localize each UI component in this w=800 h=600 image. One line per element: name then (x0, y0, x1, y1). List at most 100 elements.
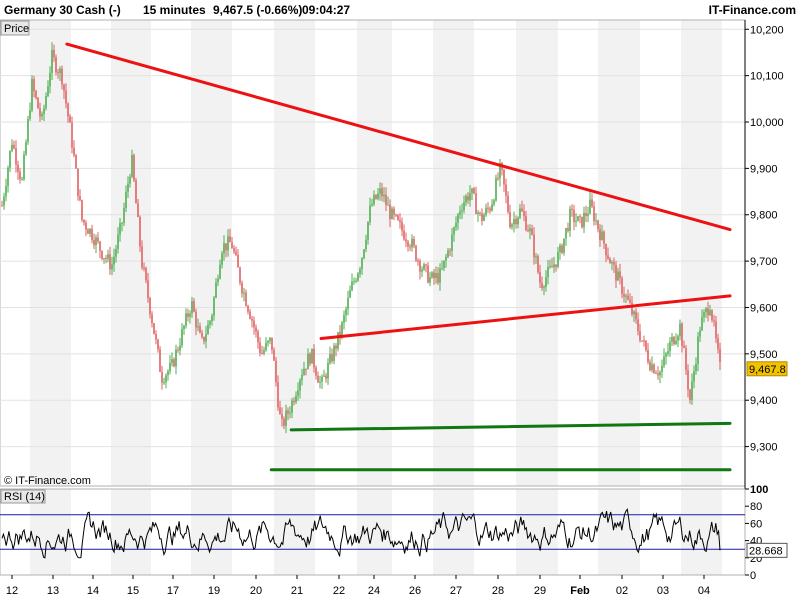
candle-body (191, 301, 193, 314)
candle-body (491, 204, 493, 211)
candle-body (713, 320, 715, 322)
candle-body (401, 221, 403, 231)
candle-body (527, 230, 529, 232)
candle-body (717, 338, 719, 349)
candle-body (99, 241, 101, 251)
candle-body (517, 217, 519, 225)
candle-body (695, 363, 697, 372)
candle-body (15, 148, 17, 165)
candle-body (685, 348, 687, 371)
x-tick-label: 24 (368, 585, 380, 597)
candle-body (13, 144, 15, 149)
candle-body (425, 264, 427, 266)
candle-body (675, 340, 677, 345)
candle-body (55, 57, 57, 73)
candle-body (647, 350, 649, 363)
candle-body (83, 219, 85, 223)
candle-body (447, 250, 449, 257)
candle-body (117, 234, 119, 250)
candle-body (387, 204, 389, 206)
candle-body (689, 389, 691, 400)
candle-body (641, 340, 643, 342)
candle-body (483, 214, 485, 221)
candle-body (51, 49, 53, 73)
candle-body (549, 266, 551, 268)
candle-body (443, 260, 445, 269)
candle-body (215, 282, 217, 298)
candle-body (637, 319, 639, 332)
candle-body (35, 91, 37, 98)
time-label: 09:04:27 (302, 3, 350, 17)
candle-body (451, 234, 453, 251)
candle-body (213, 297, 215, 316)
candle-body (499, 162, 501, 179)
candle-body (345, 309, 347, 316)
candle-body (9, 150, 11, 168)
y-tick-label: 9,400 (750, 395, 778, 407)
candle-body (29, 110, 31, 119)
candle-body (143, 267, 145, 269)
candle-body (121, 222, 123, 224)
candlesticks (1, 42, 721, 434)
candle-body (329, 354, 331, 364)
candle-body (367, 221, 369, 240)
x-tick-label: Feb (570, 585, 590, 597)
x-tick-label: 29 (534, 585, 546, 597)
candle-body (515, 219, 517, 225)
candle-body (359, 269, 361, 274)
candle-body (643, 340, 645, 342)
trendline-resistance (65, 42, 732, 232)
candle-body (171, 359, 173, 364)
candle-body (551, 266, 553, 268)
candle-body (253, 320, 255, 328)
candle-body (467, 196, 469, 201)
candle-body (287, 410, 289, 414)
candle-body (503, 169, 505, 185)
candle-body (565, 228, 567, 239)
rsi-background-stripes (30, 489, 722, 575)
candle-body (21, 179, 23, 181)
candle-body (671, 336, 673, 342)
candle-body (45, 96, 47, 109)
candle-body (523, 211, 525, 217)
candle-body (63, 84, 65, 91)
candle-body (263, 350, 265, 354)
candle-body (165, 375, 167, 383)
candle-body (3, 196, 5, 206)
candle-body (251, 318, 253, 321)
candle-body (239, 267, 241, 283)
y-tick-label: 9,800 (750, 210, 778, 222)
candle-body (707, 308, 709, 316)
candle-body (343, 315, 345, 323)
candle-body (327, 363, 329, 379)
candle-body (603, 231, 605, 245)
candle-body (271, 337, 273, 350)
x-tick-label: 21 (291, 585, 303, 597)
candle-body (217, 278, 219, 283)
candle-body (383, 194, 385, 197)
candle-body (147, 280, 149, 299)
candle-body (309, 353, 311, 364)
candle-body (363, 249, 365, 259)
quote-label: 9,467.5 (-0.66%) (213, 3, 302, 17)
y-tick-label: 9,900 (750, 163, 778, 175)
candle-body (669, 341, 671, 352)
candle-body (659, 372, 661, 376)
candle-body (509, 211, 511, 228)
candle-body (127, 183, 129, 192)
candle-body (473, 188, 475, 194)
candle-body (693, 371, 695, 382)
candle-body (291, 400, 293, 413)
candle-body (301, 374, 303, 381)
candle-body (505, 184, 507, 196)
candle-body (85, 222, 87, 230)
candle-body (543, 287, 545, 289)
candle-body (157, 339, 159, 350)
trendline-resistance (319, 294, 732, 341)
candle-body (307, 353, 309, 370)
x-tick-label: 19 (208, 585, 220, 597)
candle-body (323, 375, 325, 377)
candle-body (511, 224, 513, 228)
candle-body (19, 171, 21, 180)
